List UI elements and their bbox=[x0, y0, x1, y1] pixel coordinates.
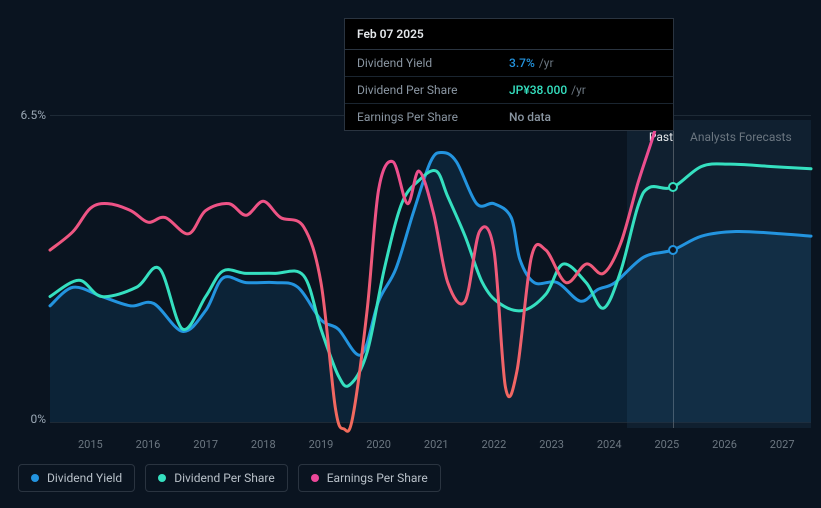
legend-dot-icon bbox=[311, 474, 319, 482]
y-tick-max: 6.5% bbox=[21, 108, 46, 122]
tooltip: Feb 07 2025 Dividend Yield3.7%/yrDividen… bbox=[344, 18, 674, 131]
legend-dot-icon bbox=[31, 474, 39, 482]
legend-item[interactable]: Dividend Per Share bbox=[145, 464, 288, 492]
tooltip-value: 3.7%/yr bbox=[509, 56, 661, 70]
x-tick: 2019 bbox=[309, 438, 334, 451]
x-tick: 2016 bbox=[136, 438, 161, 451]
legend-item[interactable]: Earnings Per Share bbox=[298, 464, 441, 492]
tooltip-row: Dividend Yield3.7%/yr bbox=[345, 50, 673, 77]
tooltip-row: Earnings Per ShareNo data bbox=[345, 104, 673, 130]
legend-item[interactable]: Dividend Yield bbox=[18, 464, 135, 492]
tooltip-value: No data bbox=[509, 110, 661, 124]
dividend-chart: 6.5% 0% Past Analysts Forecasts 20152016… bbox=[0, 0, 821, 508]
legend-label: Dividend Yield bbox=[47, 471, 122, 485]
tooltip-key: Dividend Yield bbox=[357, 56, 509, 70]
x-tick: 2023 bbox=[539, 438, 564, 451]
area-dividend_yield bbox=[50, 153, 811, 422]
y-tick-min: 0% bbox=[30, 412, 46, 426]
x-tick: 2026 bbox=[712, 438, 737, 451]
x-tick: 2025 bbox=[654, 438, 679, 451]
marker-dividend_yield bbox=[668, 245, 678, 255]
x-tick: 2022 bbox=[482, 438, 507, 451]
legend: Dividend Yield Dividend Per Share Earnings… bbox=[18, 464, 441, 492]
x-tick: 2018 bbox=[251, 438, 276, 451]
x-tick: 2017 bbox=[193, 438, 218, 451]
marker-dividend_per_share bbox=[668, 182, 678, 192]
legend-label: Earnings Per Share bbox=[327, 471, 428, 485]
legend-label: Dividend Per Share bbox=[174, 471, 275, 485]
x-tick: 2021 bbox=[424, 438, 449, 451]
tooltip-value: JP¥38.000/yr bbox=[509, 83, 661, 97]
x-tick: 2020 bbox=[366, 438, 391, 451]
x-tick: 2027 bbox=[770, 438, 795, 451]
tooltip-row: Dividend Per ShareJP¥38.000/yr bbox=[345, 77, 673, 104]
x-tick: 2024 bbox=[597, 438, 622, 451]
legend-dot-icon bbox=[158, 474, 166, 482]
tooltip-key: Earnings Per Share bbox=[357, 110, 509, 124]
tooltip-key: Dividend Per Share bbox=[357, 83, 509, 97]
plot-area[interactable] bbox=[50, 120, 811, 422]
tooltip-date: Feb 07 2025 bbox=[345, 19, 673, 50]
x-tick: 2015 bbox=[78, 438, 103, 451]
